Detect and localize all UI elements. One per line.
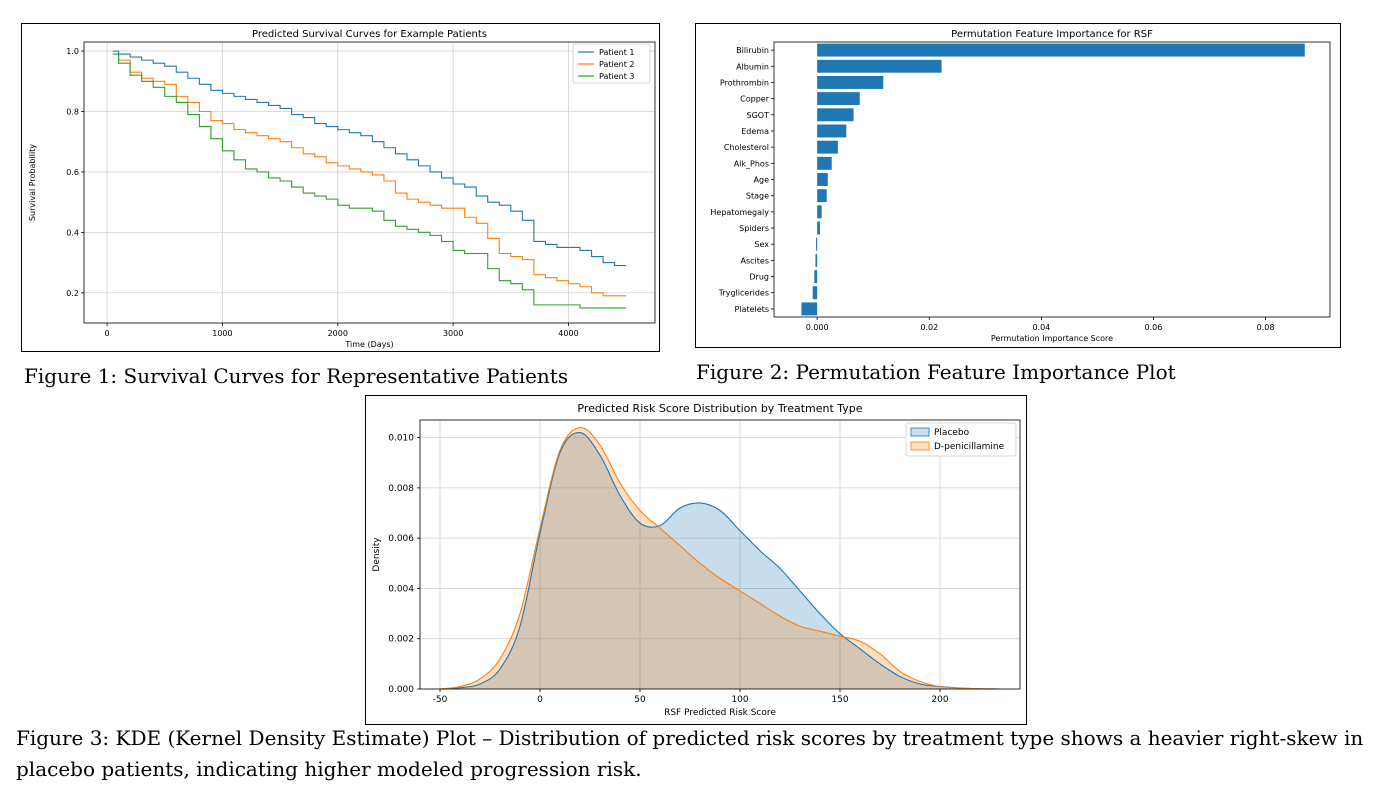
- x-tick-label: 150: [831, 695, 848, 705]
- y-tick-label: 0.000: [388, 685, 414, 695]
- x-tick-label: 0.000: [806, 323, 829, 332]
- figure-3-kde-chart: Predicted Risk Score Distribution by Tre…: [365, 395, 1027, 725]
- legend-label-patient-3: Patient 3: [599, 72, 635, 81]
- category-label-edema: Edema: [741, 127, 769, 136]
- bar-tryglicerides: [812, 286, 818, 300]
- x-tick-label: 0.04: [1032, 323, 1050, 332]
- bar-alk-phos: [817, 156, 832, 170]
- legend-label-patient-2: Patient 2: [599, 60, 635, 69]
- x-tick-label: 1000: [212, 329, 232, 338]
- x-tick-label: 4000: [558, 329, 578, 338]
- bar-hepatomegaly: [817, 205, 822, 219]
- y-tick-label: 0.006: [388, 534, 414, 544]
- y-tick-label: 0.004: [388, 584, 414, 594]
- bar-bilirubin: [817, 43, 1305, 57]
- legend-swatch-placebo: [910, 427, 930, 437]
- bar-stage: [817, 189, 827, 203]
- legend-label-d-penicillamine: D-penicillamine: [934, 442, 1005, 452]
- category-label-spiders: Spiders: [739, 224, 769, 233]
- y-tick-label: 0.4: [66, 228, 79, 237]
- x-tick-label: 0: [537, 695, 543, 705]
- x-tick-label: 0.02: [920, 323, 938, 332]
- series-line-patient-2: [112, 53, 627, 297]
- legend-box: [572, 43, 651, 84]
- category-label-albumin: Albumin: [736, 62, 769, 71]
- category-label-drug: Drug: [749, 273, 769, 282]
- x-tick-label: 0: [105, 329, 110, 338]
- area-fill-placebo: [440, 432, 1000, 689]
- plot-frame: [83, 41, 656, 324]
- chart-1-title: Predicted Survival Curves for Example Pa…: [252, 29, 487, 40]
- category-label-alk-phos: Alk_Phos: [734, 159, 769, 168]
- x-axis-label: Time (Days): [344, 340, 393, 349]
- legend-label-patient-1: Patient 1: [599, 48, 635, 57]
- series-line-patient-3: [112, 53, 627, 309]
- area-fill-d-penicillamine: [440, 427, 1000, 689]
- bar-sex: [816, 237, 818, 251]
- y-tick-label: 0.6: [66, 168, 79, 177]
- x-tick-label: 100: [731, 695, 748, 705]
- figure-2-caption: Figure 2: Permutation Feature Importance…: [696, 360, 1176, 384]
- figure-2-importance-chart: Permutation Feature Importance for RSF Bi…: [695, 23, 1341, 348]
- figure-1-survival-chart: Predicted Survival Curves for Example Pa…: [21, 23, 660, 352]
- bar-cholesterol: [817, 140, 838, 154]
- category-label-tryglicerides: Tryglicerides: [718, 289, 769, 298]
- category-label-hepatomegaly: Hepatomegaly: [710, 208, 769, 217]
- plot-frame: [419, 419, 1021, 690]
- bar-platelets: [801, 302, 818, 316]
- legend-swatch-d-penicillamine: [910, 441, 930, 451]
- feature-importance-svg: Permutation Feature Importance for RSF Bi…: [710, 29, 1331, 343]
- plot-frame: [773, 41, 1331, 318]
- y-tick-label: 0.8: [66, 107, 79, 116]
- bar-copper: [817, 92, 860, 106]
- category-label-sex: Sex: [754, 240, 769, 249]
- bar-age: [817, 173, 828, 186]
- figure-3-caption-line-1: Figure 3: KDE (Kernel Density Estimate) …: [16, 726, 1364, 750]
- bar-spiders: [817, 221, 820, 235]
- x-tick-label: 0.06: [1145, 323, 1163, 332]
- category-label-ascites: Ascites: [741, 256, 770, 265]
- bar-drug: [814, 270, 818, 284]
- x-tick-label: -50: [433, 695, 448, 705]
- chart-3-title: Predicted Risk Score Distribution by Tre…: [577, 402, 862, 415]
- chart-2-title: Permutation Feature Importance for RSF: [951, 29, 1153, 40]
- y-tick-label: 1.0: [66, 47, 79, 56]
- y-tick-label: 0.010: [388, 434, 414, 444]
- bar-sgot: [817, 108, 854, 122]
- survival-curves-svg: Predicted Survival Curves for Example Pa…: [28, 29, 656, 349]
- category-label-bilirubin: Bilirubin: [736, 46, 769, 55]
- category-label-copper: Copper: [740, 95, 770, 104]
- x-axis-label: RSF Predicted Risk Score: [664, 708, 776, 718]
- x-tick-label: 3000: [443, 329, 463, 338]
- category-label-cholesterol: Cholesterol: [724, 143, 769, 152]
- x-tick-label: 200: [931, 695, 948, 705]
- kde-risk-svg: Predicted Risk Score Distribution by Tre…: [372, 402, 1021, 718]
- bar-ascites: [815, 253, 818, 267]
- category-label-sgot: SGOT: [747, 111, 770, 120]
- density-line-d-penicillamine: [439, 426, 1001, 690]
- y-tick-label: 0.2: [66, 289, 79, 298]
- y-axis-label: Survival Probability: [28, 144, 37, 221]
- category-label-stage: Stage: [746, 192, 769, 201]
- x-tick-label: 50: [634, 695, 646, 705]
- density-line-placebo: [439, 432, 1001, 690]
- series-line-patient-1: [112, 50, 627, 267]
- legend-label-placebo: Placebo: [934, 428, 970, 438]
- bar-albumin: [817, 59, 942, 73]
- y-tick-label: 0.008: [388, 484, 414, 494]
- y-tick-label: 0.002: [388, 635, 414, 645]
- category-label-age: Age: [754, 176, 770, 185]
- category-label-prothrombin: Prothrombin: [720, 78, 769, 87]
- y-axis-label: Density: [372, 537, 382, 572]
- bar-prothrombin: [817, 75, 884, 89]
- legend-box: [905, 422, 1017, 457]
- figure-1-caption: Figure 1: Survival Curves for Representa…: [24, 364, 569, 388]
- figure-3-caption-line-2: placebo patients, indicating higher mode…: [16, 757, 642, 781]
- x-tick-label: 0.08: [1257, 323, 1275, 332]
- category-label-platelets: Platelets: [735, 305, 769, 314]
- x-axis-label: Permutation Importance Score: [991, 334, 1113, 343]
- bar-edema: [817, 124, 847, 138]
- x-tick-label: 2000: [328, 329, 348, 338]
